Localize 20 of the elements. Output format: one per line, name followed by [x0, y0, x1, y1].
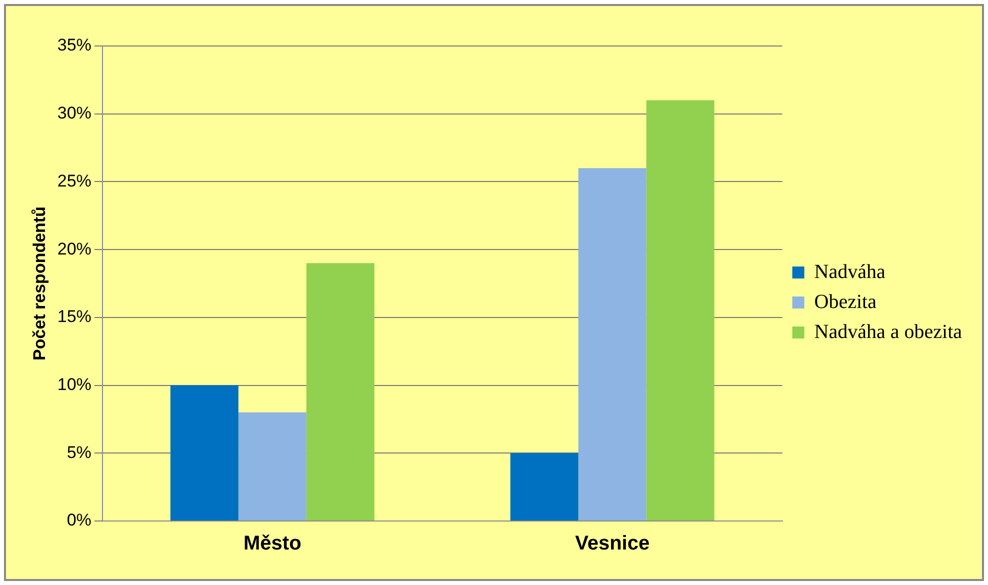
bar — [170, 385, 238, 520]
y-tick-label: 0% — [66, 510, 92, 530]
bar — [646, 100, 714, 520]
legend-label: Nadváha a obezita — [814, 320, 962, 343]
y-tick-label: 30% — [57, 104, 92, 123]
y-tick-label: 35% — [57, 36, 92, 55]
legend-label: Nadváha — [814, 260, 886, 283]
bar — [306, 263, 374, 520]
y-tick-label: 25% — [57, 171, 92, 190]
bar — [238, 412, 306, 520]
x-tick-label: Vesnice — [575, 532, 650, 555]
y-tick-label: 15% — [57, 307, 92, 326]
x-tick-label: Město — [243, 532, 302, 555]
y-tick-label: 10% — [57, 374, 92, 394]
legend-label: Obezita — [814, 290, 877, 313]
bar — [510, 453, 578, 520]
y-tick-label: 5% — [66, 442, 92, 462]
bar — [578, 168, 646, 520]
y-tick-label: 20% — [57, 239, 92, 258]
y-axis-title: Počet respondentů — [30, 206, 49, 360]
